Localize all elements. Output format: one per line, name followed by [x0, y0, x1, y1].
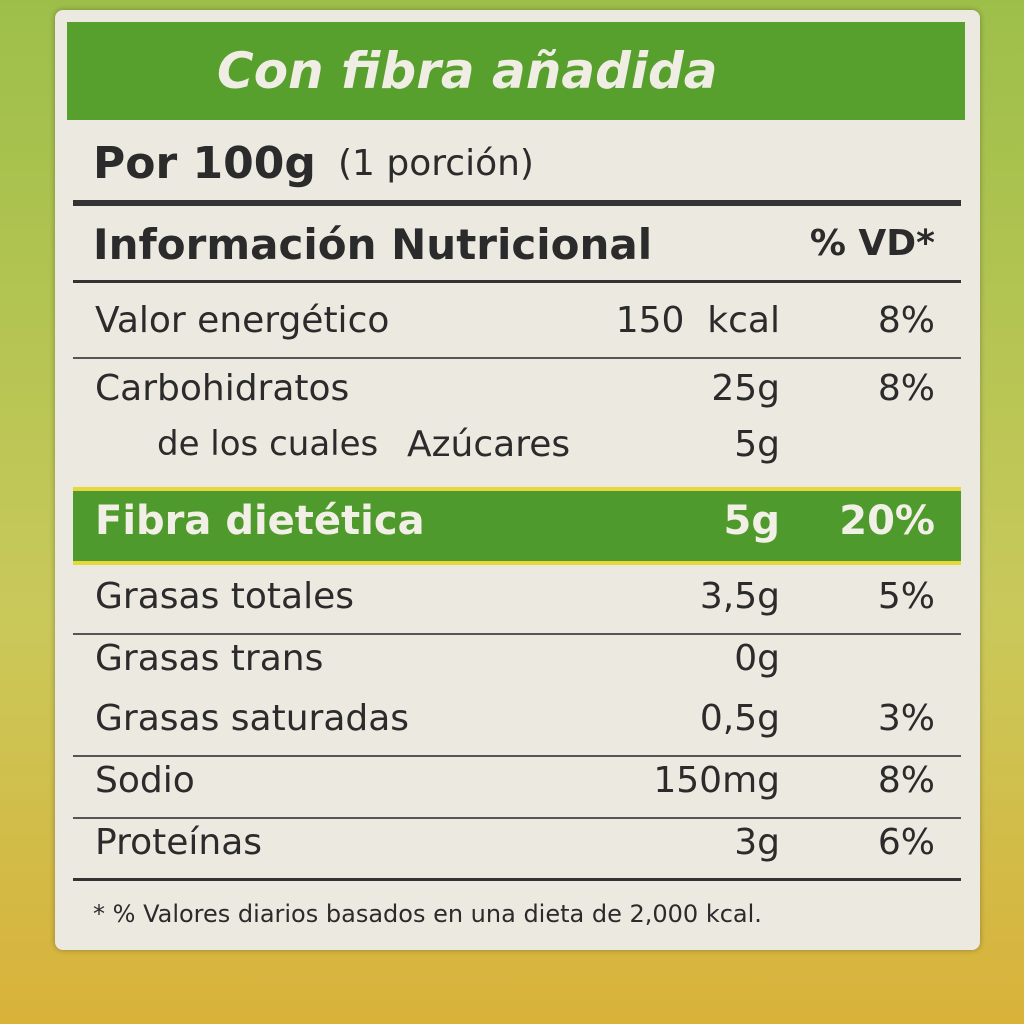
- row-name: Sodio: [95, 760, 195, 801]
- row-amount: 150mg: [653, 760, 780, 801]
- row-name: Grasas totales: [95, 576, 354, 617]
- row-name: Carbohidratos: [95, 368, 350, 409]
- banner-text: Con fibra añadida: [217, 42, 718, 100]
- row-amount: 5g: [734, 424, 780, 465]
- banner: Con fibra añadida: [67, 22, 965, 120]
- row-vd: 20%: [839, 498, 935, 544]
- rule: [73, 755, 961, 757]
- rule: [73, 817, 961, 819]
- row-name: Grasas trans: [95, 638, 324, 679]
- nutrition-label: Con fibra añadida Por 100g (1 porción) I…: [55, 10, 980, 950]
- highlight-band: [73, 487, 961, 565]
- row-name: Proteínas: [95, 822, 263, 863]
- row-name: Fibra dietética: [95, 498, 425, 544]
- row-vd: 5%: [877, 576, 935, 617]
- rule: [73, 280, 961, 283]
- row-amount: 150 kcal: [615, 300, 780, 341]
- row-vd: 8%: [877, 760, 935, 801]
- rule: [73, 200, 961, 206]
- serving-portion: (1 porción): [338, 143, 534, 184]
- rule: [73, 633, 961, 635]
- header-title: Información Nutricional: [93, 220, 653, 269]
- rule: [73, 357, 961, 359]
- row-name: Valor energético: [95, 300, 390, 341]
- row-vd: 6%: [877, 822, 935, 863]
- row-vd: 8%: [877, 368, 935, 409]
- rule: [73, 878, 961, 881]
- row-prefix: de los cuales: [157, 424, 379, 464]
- serving-amount: Por 100g: [93, 138, 316, 189]
- row-name: Grasas saturadas: [95, 698, 410, 739]
- row-name: Azúcares: [407, 424, 571, 465]
- footnote: * % Valores diarios basados en una dieta…: [93, 900, 762, 928]
- row-amount: 0,5g: [699, 698, 780, 739]
- row-amount: 25g: [711, 368, 780, 409]
- row-amount: 5g: [723, 498, 780, 544]
- row-vd: 3%: [877, 698, 935, 739]
- row-amount: 0g: [734, 638, 780, 679]
- row-vd: 8%: [877, 300, 935, 341]
- header-vd: % VD*: [809, 223, 935, 264]
- row-amount: 3,5g: [699, 576, 780, 617]
- row-amount: 3g: [734, 822, 780, 863]
